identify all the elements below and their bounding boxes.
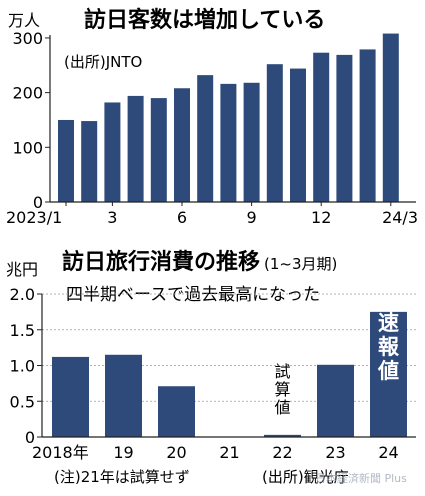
chart2-estimate-label-char: 試 xyxy=(274,362,290,381)
chart1-bar xyxy=(243,82,260,202)
chart2-y-tick-label: 2.0 xyxy=(10,285,35,304)
travel-spending-chart: 兆円 訪日旅行消費の推移 (1~3月期) 四半期ベースで過去最高になった 0 0.5… xyxy=(6,249,416,486)
visitor-count-chart: 万人 訪日客数は増加している (出所)JNTO 0 100 200 300 2023/… xyxy=(6,7,418,227)
chart1-y-tick-label: 0 xyxy=(33,193,43,212)
chart1-bar xyxy=(127,95,144,202)
chart1-bar xyxy=(290,68,306,202)
watermark-logo: 日本経済新聞 Plus xyxy=(315,471,407,485)
chart2-bar xyxy=(317,364,354,437)
chart1-source: (出所)JNTO xyxy=(64,53,142,71)
chart1-bar xyxy=(336,54,353,202)
chart1-bar xyxy=(313,52,330,202)
chart2-title-suffix: (1~3月期) xyxy=(264,255,337,273)
chart2-y-tick-label: 0 xyxy=(25,428,35,447)
chart1-bar xyxy=(81,121,98,202)
chart1-y-tick-label: 100 xyxy=(12,138,43,157)
chart2-y-tick-label: 1.5 xyxy=(10,321,35,340)
chart2-bar xyxy=(105,354,142,437)
chart1-x-tick-label: 12 xyxy=(311,208,331,227)
chart2-bars xyxy=(52,311,407,437)
chart2-x-tick-label: 21 xyxy=(219,443,239,462)
chart2-note: (注)21年は試算せず xyxy=(54,468,190,486)
chart1-x-tick-label: 3 xyxy=(107,208,117,227)
chart1-bar xyxy=(359,49,376,202)
chart2-bar xyxy=(370,311,407,437)
chart2-x-axis: 2018年 19 20 21 22 23 24 xyxy=(32,436,416,462)
chart2-gridlines xyxy=(42,293,416,402)
chart1-x-tick-label: 2023/1 xyxy=(6,208,62,227)
chart1-bar xyxy=(266,64,283,202)
chart1-x-tick-label: 24/3 xyxy=(382,208,418,227)
chart1-x-axis: 2023/1 3 6 9 12 24/3 xyxy=(6,201,418,227)
chart2-bar xyxy=(158,386,195,437)
chart2-bar xyxy=(264,434,301,437)
chart1-x-tick-label: 6 xyxy=(177,208,187,227)
chart2-x-tick-label: 19 xyxy=(113,443,133,462)
chart1-y-tick-label: 300 xyxy=(12,29,43,48)
chart2-bar xyxy=(52,356,89,437)
chart1-unit-label: 万人 xyxy=(8,11,40,30)
chart1-bar xyxy=(58,119,74,202)
chart2-preliminary-label-char: 速 xyxy=(378,311,399,335)
chart1-bar xyxy=(104,102,121,202)
chart2-x-tick-label: 2018年 xyxy=(32,443,89,462)
chart1-x-tick-label: 9 xyxy=(247,208,257,227)
chart2-subtitle: 四半期ベースで過去最高になった xyxy=(66,285,320,305)
chart2-y-tick-label: 1.0 xyxy=(10,357,35,376)
chart2-title: 訪日旅行消費の推移 xyxy=(62,249,260,275)
chart2-y-axis: 0 0.5 1.0 1.5 2.0 xyxy=(10,285,43,447)
chart1-y-axis: 0 100 200 300 xyxy=(12,29,51,212)
chart1-title: 訪日客数は増加している xyxy=(84,7,325,33)
chart2-x-tick-label: 24 xyxy=(378,443,398,462)
chart1-bar xyxy=(150,98,167,202)
chart2-estimate-label-char: 値 xyxy=(274,398,290,417)
chart2-x-tick-label: 22 xyxy=(272,443,292,462)
chart2-y-tick-label: 0.5 xyxy=(10,392,35,411)
chart2-estimate-label-char: 算 xyxy=(274,380,290,399)
chart2-x-tick-label: 23 xyxy=(325,443,345,462)
chart1-y-tick-label: 200 xyxy=(12,84,43,103)
chart2-source: (出所)観光庁 xyxy=(262,468,349,486)
chart1-bar xyxy=(174,88,190,202)
chart2-x-tick-label: 20 xyxy=(166,443,186,462)
chart1-bars xyxy=(58,33,399,202)
chart1-bar xyxy=(382,33,399,202)
chart2-preliminary-label-char: 値 xyxy=(377,359,399,383)
chart2-unit-label: 兆円 xyxy=(6,260,38,279)
chart1-bar xyxy=(197,75,214,202)
chart2-preliminary-label-char: 報 xyxy=(378,335,400,359)
chart2-title-line: 訪日旅行消費の推移 (1~3月期) xyxy=(62,249,337,275)
chart1-bar xyxy=(220,83,237,202)
